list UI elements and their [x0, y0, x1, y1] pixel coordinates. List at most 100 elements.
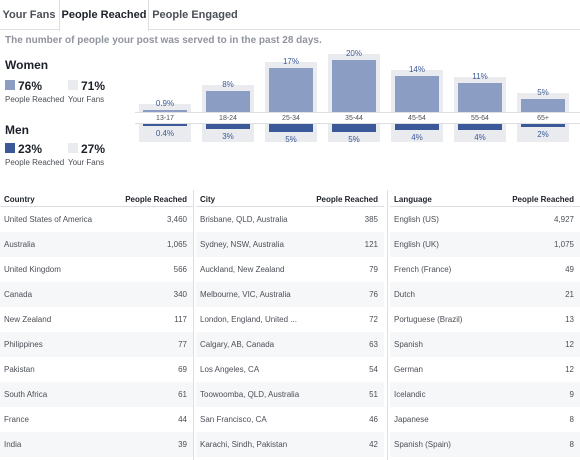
women-bar[interactable]	[521, 99, 565, 112]
women-pct-label: 14%	[408, 64, 425, 74]
country-people-reached: 61	[178, 390, 187, 399]
men-pct-label: 4%	[411, 133, 423, 142]
women-bar[interactable]	[269, 67, 313, 112]
women-bar[interactable]	[458, 83, 502, 112]
city-people-reached: 72	[369, 315, 378, 324]
city-value-header: People Reached	[316, 195, 378, 204]
tab-people-engaged[interactable]: People Engaged	[152, 9, 238, 21]
table-row: Sydney, NSW, Australia 121	[196, 232, 384, 257]
men-fans-pct: 27%	[81, 142, 106, 156]
table-row: India 39	[0, 432, 193, 457]
country-table-header: Country People Reached	[0, 190, 193, 207]
women-fans-swatch	[68, 80, 78, 90]
men-reached-label: People Reached	[5, 158, 65, 167]
table-row: Dutch 21	[390, 282, 580, 307]
city-table-header: City People Reached	[196, 190, 384, 207]
city-people-reached: 42	[369, 440, 378, 449]
country-people-reached: 69	[178, 365, 187, 374]
age-tick-label: 55-64	[471, 115, 489, 122]
table-row: Toowoomba, QLD, Australia 51	[196, 382, 384, 407]
country-table: Country People Reached United States of …	[0, 190, 193, 457]
men-bar[interactable]	[395, 124, 439, 130]
table-row: Brisbane, QLD, Australia 385	[196, 207, 384, 232]
language-name: Japanese	[394, 415, 429, 424]
age-gender-chart: 13-17 18-24 25-34 35-44 45-54 55-64 65+ 0.9% 0.…	[135, 45, 580, 160]
language-table-header: Language People Reached	[390, 190, 580, 207]
country-people-reached: 77	[178, 340, 187, 349]
country-name: New Zealand	[4, 315, 52, 324]
men-bar[interactable]	[206, 124, 250, 129]
table-row: English (UK) 1,075	[390, 232, 580, 257]
city-people-reached: 76	[369, 290, 378, 299]
language-name: German	[394, 365, 423, 374]
city-name: Toowoomba, QLD, Australia	[200, 390, 300, 399]
language-name: French (France)	[394, 265, 452, 274]
city-name: London, England, United ...	[200, 315, 297, 324]
women-pct-label: 11%	[472, 72, 488, 82]
men-bar[interactable]	[521, 124, 565, 127]
table-row: Karachi, Sindh, Pakistan 42	[196, 432, 384, 457]
women-bar[interactable]	[395, 75, 439, 112]
city-people-reached: 121	[364, 240, 378, 249]
men-pct-label: 2%	[537, 130, 549, 139]
country-value-header: People Reached	[125, 195, 187, 204]
city-people-reached: 54	[369, 365, 378, 374]
tab-your-fans[interactable]: Your Fans	[2, 9, 56, 21]
table-row: Spanish 12	[390, 332, 580, 357]
language-name: Spanish	[394, 340, 423, 349]
age-tick-label: 45-54	[408, 115, 426, 122]
age-tick-label: 25-34	[282, 115, 300, 122]
city-name: Calgary, AB, Canada	[200, 340, 275, 349]
men-bar[interactable]	[143, 124, 187, 126]
language-people-reached: 12	[565, 340, 574, 349]
language-name: English (UK)	[394, 240, 439, 249]
language-people-reached: 1,075	[553, 240, 574, 249]
language-header: Language	[394, 195, 432, 204]
men-reached-swatch	[5, 143, 15, 153]
men-bar[interactable]	[332, 124, 376, 132]
women-reached-label: People Reached	[5, 95, 65, 104]
men-bar[interactable]	[458, 124, 502, 130]
men-title: Men	[5, 123, 29, 137]
city-table: City People Reached Brisbane, QLD, Austr…	[196, 190, 384, 457]
table-row: San Francisco, CA 46	[196, 407, 384, 432]
country-name: Pakistan	[4, 365, 35, 374]
men-pct-label: 5%	[285, 134, 297, 144]
country-name: India	[4, 440, 22, 449]
men-bar[interactable]	[269, 124, 313, 132]
column-divider	[387, 190, 388, 460]
country-people-reached: 1,065	[166, 240, 187, 249]
table-row: New Zealand 117	[0, 307, 193, 332]
table-row: United States of America 3,460	[0, 207, 193, 232]
country-name: United States of America	[4, 215, 93, 224]
table-row: London, England, United ... 72	[196, 307, 384, 332]
women-bar[interactable]	[332, 60, 376, 112]
men-pct-label: 3%	[222, 131, 234, 141]
city-people-reached: 51	[369, 390, 378, 399]
city-name: Brisbane, QLD, Australia	[200, 215, 288, 224]
language-people-reached: 4,927	[553, 215, 574, 224]
country-header: Country	[4, 195, 35, 204]
city-people-reached: 63	[369, 340, 378, 349]
women-bar[interactable]	[143, 109, 187, 112]
table-row: French (France) 49	[390, 257, 580, 282]
table-row: Portuguese (Brazil) 13	[390, 307, 580, 332]
country-people-reached: 39	[178, 440, 187, 449]
women-pct-label: 8%	[222, 80, 234, 90]
women-reached-swatch	[5, 80, 15, 90]
city-name: Sydney, NSW, Australia	[200, 240, 284, 249]
table-row: Australia 1,065	[0, 232, 193, 257]
language-name: Icelandic	[394, 390, 426, 399]
country-name: United Kingdom	[4, 265, 61, 274]
men-fans-swatch	[68, 143, 78, 153]
table-row: France 44	[0, 407, 193, 432]
country-name: South Africa	[4, 390, 48, 399]
table-row: Icelandic 9	[390, 382, 580, 407]
language-value-header: People Reached	[512, 195, 574, 204]
city-name: Los Angeles, CA	[200, 365, 260, 374]
tab-people-reached[interactable]: People Reached	[59, 0, 149, 31]
city-name: Melbourne, VIC, Australia	[200, 290, 291, 299]
language-name: Portuguese (Brazil)	[394, 315, 463, 324]
table-row: Canada 340	[0, 282, 193, 307]
women-bar[interactable]	[206, 91, 250, 112]
